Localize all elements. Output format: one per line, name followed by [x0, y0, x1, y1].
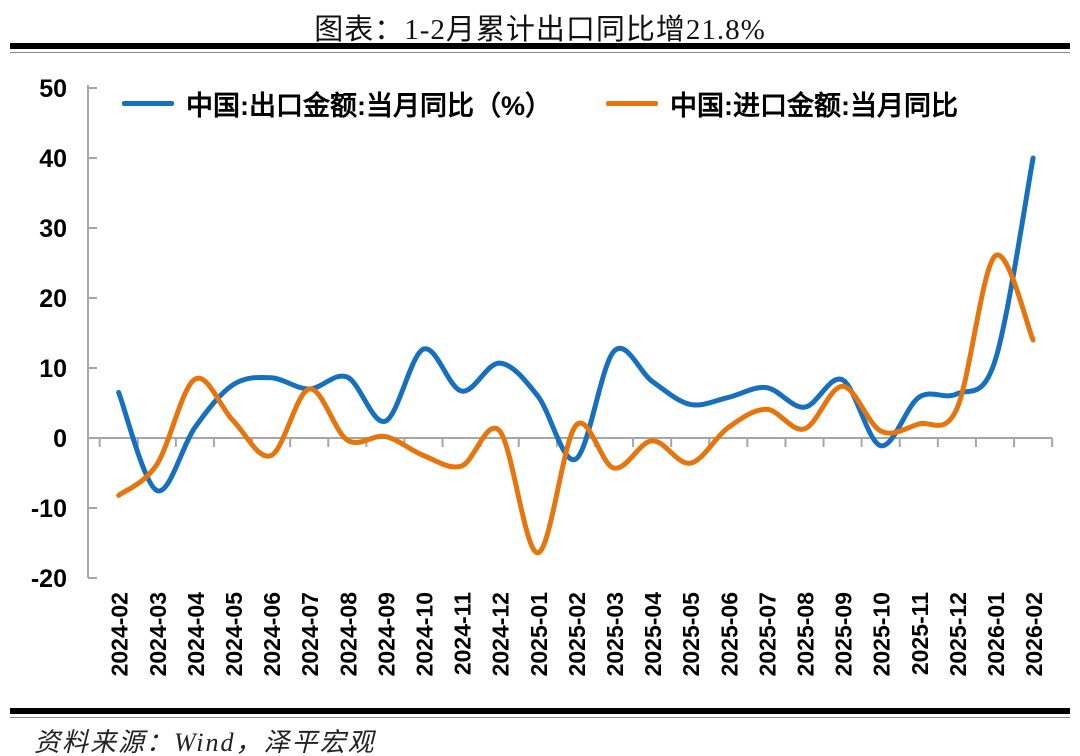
y-tick-label: 10	[39, 355, 67, 383]
y-tick-label: -20	[31, 565, 67, 593]
x-tick-label: 2025-01	[526, 592, 552, 677]
x-tick-label: 2024-04	[183, 592, 209, 677]
x-tick-label: 2024-05	[221, 592, 247, 677]
x-tick-label: 2024-12	[488, 592, 514, 676]
import-series-swatch	[606, 101, 658, 106]
y-tick-label: 30	[39, 215, 67, 243]
x-tick-label: 2024-07	[297, 592, 323, 676]
footer-divider	[10, 708, 1070, 714]
x-tick-label: 2024-11	[450, 592, 476, 675]
source-note: 资料来源：Wind，泽平宏观	[34, 728, 376, 756]
x-tick-label: 2025-04	[640, 592, 666, 677]
export-series-label: 中国:出口金额:当月同比（%）	[186, 91, 552, 121]
x-tick-label: 2024-09	[373, 592, 399, 676]
x-tick-label: 2025-11	[907, 592, 933, 675]
x-tick-label: 2025-06	[716, 592, 742, 676]
y-tick-label: -10	[31, 495, 67, 523]
export-line-series	[116, 155, 1036, 494]
x-tick-label: 2024-06	[259, 592, 285, 676]
y-tick-label: 0	[53, 425, 67, 453]
x-tick-label: 2024-02	[107, 592, 133, 676]
legend: 中国:出口金额:当月同比（%） 中国:进口金额:当月同比	[0, 84, 1080, 123]
x-tick-label: 2026-02	[1021, 592, 1047, 676]
import-line-series	[116, 252, 1036, 556]
x-tick-label: 2024-03	[145, 592, 171, 676]
x-tick-label: 2026-01	[983, 592, 1009, 677]
y-tick-label: 20	[39, 285, 67, 313]
chart-title: 图表：1-2月累计出口同比增21.8%	[314, 14, 766, 46]
x-tick-label: 2025-12	[945, 592, 971, 676]
x-tick-label: 2025-07	[754, 592, 780, 676]
x-tick-label: 2025-08	[793, 592, 819, 677]
x-tick-label: 2025-05	[678, 592, 704, 677]
export-series-swatch	[122, 101, 174, 106]
title-divider-shadow	[10, 52, 1070, 53]
y-tick-label: 50	[39, 75, 67, 103]
x-tick-label: 2024-08	[335, 592, 361, 677]
y-tick-label: 40	[39, 145, 67, 173]
footer-divider-shadow	[10, 717, 1070, 718]
x-tick-label: 2025-10	[869, 592, 895, 676]
x-tick-label: 2024-10	[412, 592, 438, 676]
import-series-label: 中国:进口金额:当月同比	[670, 91, 958, 121]
x-tick-label: 2025-03	[602, 592, 628, 676]
x-tick-label: 2025-09	[831, 592, 857, 676]
title-divider	[10, 43, 1070, 49]
x-tick-label: 2025-02	[564, 592, 590, 676]
